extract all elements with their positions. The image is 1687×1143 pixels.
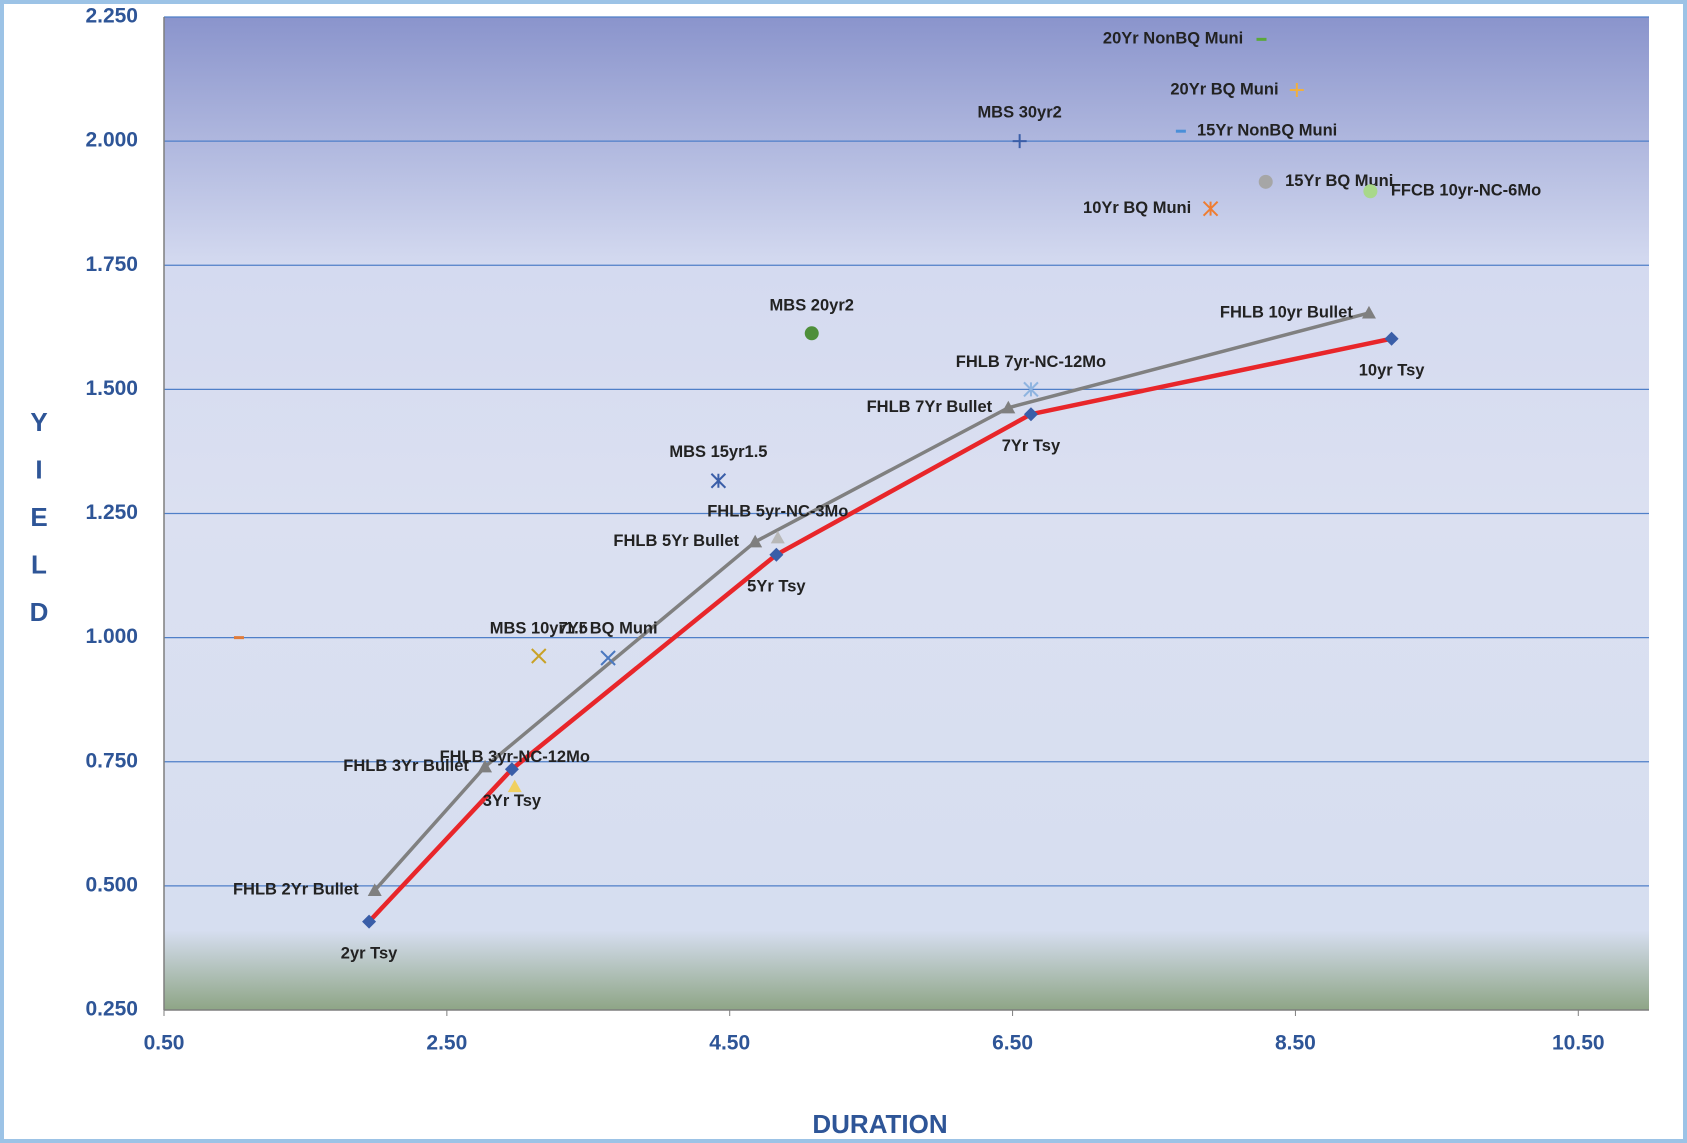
point-label: 5Yr Tsy bbox=[747, 577, 806, 595]
y-tick-label: 1.500 bbox=[85, 377, 138, 400]
point-label: 2yr Tsy bbox=[341, 944, 398, 962]
marker bbox=[1363, 184, 1378, 199]
point-label: FHLB 7Yr Bullet bbox=[867, 398, 993, 416]
x-tick-label: 6.50 bbox=[992, 1032, 1033, 1055]
point-label: 20Yr BQ Muni bbox=[1170, 80, 1278, 98]
marker bbox=[1384, 331, 1399, 346]
y-tick-label: 2.000 bbox=[85, 129, 138, 152]
point-label: FHLB 5Yr Bullet bbox=[613, 532, 739, 550]
point-label: MBS 15yr1.5 bbox=[669, 443, 767, 461]
marker bbox=[1258, 174, 1273, 189]
y-tick-label: 0.750 bbox=[85, 749, 138, 772]
marker bbox=[367, 883, 382, 896]
point-label: 15Yr NonBQ Muni bbox=[1197, 122, 1337, 140]
y-tick-label: 0.500 bbox=[85, 873, 138, 896]
point-label: FHLB 7yr-NC-12Mo bbox=[956, 353, 1106, 371]
marker bbox=[362, 914, 377, 929]
point-label: FFCB 10yr-NC-6Mo bbox=[1391, 182, 1541, 200]
point-label: 7Yr Tsy bbox=[1002, 437, 1061, 455]
x-axis-title: DURATION bbox=[812, 1109, 947, 1139]
marker bbox=[504, 762, 519, 777]
point-label: 10Yr BQ Muni bbox=[1083, 199, 1191, 217]
marker bbox=[1361, 305, 1376, 319]
marker bbox=[748, 534, 763, 548]
marker bbox=[1023, 407, 1038, 422]
y-tick-label: 1.000 bbox=[85, 625, 138, 648]
y-tick-label: 2.250 bbox=[85, 5, 138, 28]
y-tick-label: 1.250 bbox=[85, 501, 138, 524]
y-tick-label: 1.750 bbox=[85, 253, 138, 276]
x-tick-label: 2.50 bbox=[426, 1032, 467, 1055]
point-label: FHLB 5yr-NC-3Mo bbox=[707, 502, 848, 520]
point-label: MBS 30yr2 bbox=[977, 104, 1061, 122]
point-label: FHLB 10yr Bullet bbox=[1220, 303, 1353, 321]
marker bbox=[770, 530, 785, 544]
marker bbox=[804, 326, 819, 341]
marker bbox=[507, 779, 522, 793]
marker bbox=[1001, 400, 1016, 414]
x-tick-label: 0.50 bbox=[144, 1032, 185, 1055]
marker bbox=[478, 759, 493, 773]
marker bbox=[710, 473, 727, 489]
point-label: 10yr Tsy bbox=[1359, 361, 1426, 379]
marker bbox=[600, 650, 616, 666]
point-label: FHLB 2Yr Bullet bbox=[233, 881, 359, 899]
point-label: 3Yr Tsy bbox=[483, 792, 542, 810]
point-label: 20Yr NonBQ Muni bbox=[1103, 30, 1243, 48]
marker bbox=[1023, 381, 1039, 398]
point-label: 7Yr BQ Muni bbox=[559, 619, 658, 637]
marker bbox=[531, 648, 547, 664]
marker bbox=[1012, 134, 1027, 149]
y-tick-label: 0.250 bbox=[85, 998, 138, 1021]
point-label: MBS 20yr2 bbox=[770, 297, 854, 315]
point-label: FHLB 3Yr Bullet bbox=[343, 757, 469, 775]
x-tick-label: 10.50 bbox=[1552, 1032, 1605, 1055]
marker bbox=[1289, 82, 1304, 97]
x-tick-label: 4.50 bbox=[709, 1032, 750, 1055]
point-label: MBS 10yr1.5 bbox=[490, 619, 588, 637]
marker bbox=[1202, 200, 1219, 217]
point-label: FHLB 3yr-NC-12Mo bbox=[440, 748, 590, 766]
marker bbox=[769, 547, 784, 562]
point-label: 15Yr BQ Muni bbox=[1285, 172, 1393, 190]
x-tick-label: 8.50 bbox=[1275, 1032, 1316, 1055]
